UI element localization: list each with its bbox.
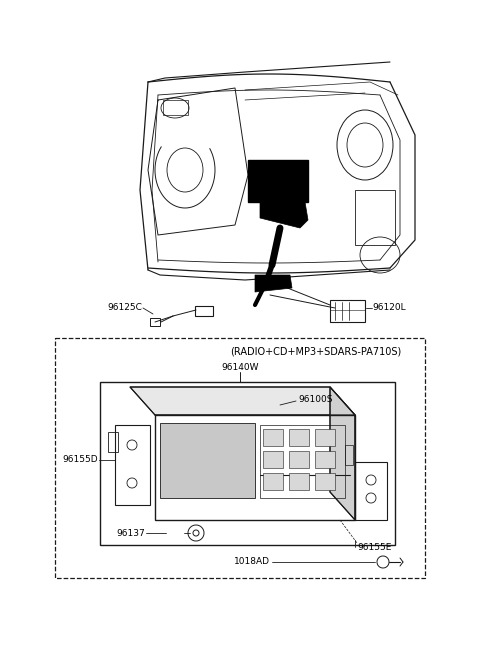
- Bar: [263, 429, 283, 446]
- Text: 96140W: 96140W: [221, 363, 259, 371]
- Text: (RADIO+CD+MP3+SDARS-PA710S): (RADIO+CD+MP3+SDARS-PA710S): [230, 347, 401, 357]
- Text: 96155D: 96155D: [62, 455, 98, 464]
- Text: 1018AD: 1018AD: [234, 558, 270, 567]
- Bar: [289, 429, 309, 446]
- Bar: [263, 473, 283, 490]
- Text: 96137: 96137: [116, 529, 145, 537]
- Bar: [55, 338, 425, 578]
- Bar: [195, 306, 213, 316]
- Bar: [345, 445, 353, 465]
- Bar: [155, 415, 355, 520]
- Bar: [160, 423, 255, 498]
- Bar: [163, 100, 188, 115]
- Text: 96120L: 96120L: [372, 304, 406, 312]
- Bar: [100, 382, 395, 545]
- Bar: [289, 451, 309, 468]
- Bar: [263, 451, 283, 468]
- Bar: [150, 318, 160, 326]
- Bar: [248, 160, 308, 202]
- Bar: [315, 429, 335, 446]
- Polygon shape: [130, 387, 355, 415]
- Polygon shape: [260, 202, 308, 228]
- Text: 96100S: 96100S: [298, 396, 333, 405]
- Bar: [115, 425, 150, 505]
- Bar: [315, 451, 335, 468]
- Text: 96125C: 96125C: [107, 304, 142, 312]
- Text: 96155E: 96155E: [357, 543, 391, 552]
- Bar: [330, 300, 365, 322]
- Polygon shape: [255, 275, 292, 292]
- Bar: [108, 432, 118, 452]
- Bar: [289, 473, 309, 490]
- Bar: [355, 462, 387, 520]
- Bar: [355, 190, 395, 245]
- Bar: [315, 473, 335, 490]
- Polygon shape: [330, 387, 355, 520]
- Bar: [260, 425, 345, 498]
